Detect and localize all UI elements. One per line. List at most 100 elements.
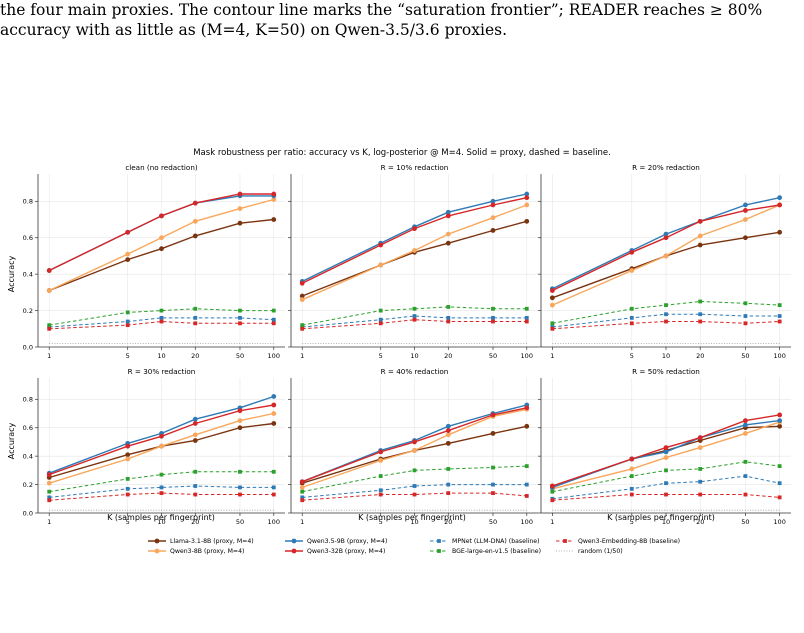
x-tick-label: 10 — [410, 518, 418, 526]
data-point — [629, 474, 634, 478]
suptitle: Mask robustness per ratio: accuracy vs K… — [193, 148, 611, 158]
series-line-qwen3_8b — [552, 204, 780, 306]
data-point — [698, 479, 703, 484]
data-point — [663, 455, 669, 460]
data-point — [629, 486, 634, 491]
data-point — [524, 195, 530, 201]
data-point — [490, 198, 496, 204]
data-point — [491, 491, 495, 496]
data-point — [698, 467, 703, 471]
y-tick-label: 0.0 — [23, 343, 33, 351]
data-point — [238, 469, 242, 474]
data-point — [271, 402, 277, 408]
data-point — [159, 315, 164, 320]
x-tick-label: 10 — [662, 518, 670, 526]
legend: Llama-3.1-8B (proxy, M=4) Qwen3-8B (proxy… — [148, 538, 680, 555]
data-point — [125, 323, 130, 328]
data-point — [524, 423, 530, 429]
data-point — [445, 428, 451, 433]
data-point — [378, 449, 384, 455]
data-point — [378, 474, 383, 478]
data-point — [445, 432, 451, 438]
x-tick-label: 100 — [268, 352, 280, 360]
data-point — [192, 233, 198, 239]
data-point — [446, 467, 451, 471]
x-tick-label: 10 — [157, 352, 165, 360]
series-line-llama — [552, 231, 780, 299]
data-point — [378, 262, 384, 268]
data-point — [550, 489, 555, 494]
y-tick-label: 0.8 — [23, 198, 33, 206]
data-point — [159, 491, 164, 496]
data-point — [490, 215, 496, 221]
data-point — [743, 314, 748, 318]
data-point — [524, 306, 529, 311]
data-point — [524, 191, 530, 197]
x-tick-label: 1 — [550, 352, 554, 360]
data-point — [159, 319, 164, 324]
data-point — [125, 310, 130, 315]
legend-label: Qwen3-8B (proxy, M=4) — [170, 548, 244, 555]
data-point — [524, 319, 529, 324]
data-point — [46, 472, 52, 478]
subplot-3: R = 20% redaction 1 5 10 20 50 100 — [538, 163, 791, 360]
xlabel-left: K (samples per fingerprint) — [107, 513, 215, 522]
series-qwen3_8b — [46, 197, 277, 293]
data-point — [777, 481, 782, 486]
x-tick-label: 50 — [236, 518, 244, 526]
data-point — [743, 235, 748, 241]
data-point — [445, 240, 451, 246]
data-point — [629, 321, 634, 326]
data-point — [743, 422, 748, 428]
data-point — [412, 439, 417, 445]
y-tick-label: 0.2 — [23, 481, 33, 489]
series-line-bge — [302, 465, 527, 493]
data-point — [192, 432, 198, 438]
series-qwen3_8b — [299, 202, 530, 303]
data-point — [524, 482, 529, 487]
data-point — [125, 443, 131, 449]
series-line-bge — [49, 308, 274, 326]
data-point — [193, 306, 198, 311]
data-point — [446, 491, 451, 496]
data-point — [491, 306, 495, 311]
data-point — [271, 411, 277, 416]
legend-item-mpnet: MPNet (LLM-DNA) (baseline) — [430, 538, 540, 545]
series-bge — [47, 469, 276, 494]
subplot-4: R = 30% redaction 1 5 10 20 50 100 0.0 0.2 0.4 0.6… — [23, 367, 285, 526]
data-point — [629, 306, 634, 311]
series-line-qwen3_32b — [48, 404, 274, 476]
x-tick-label: 20 — [696, 518, 704, 526]
x-tick-label: 10 — [662, 352, 670, 360]
data-point — [743, 474, 748, 478]
subplot-6: R = 50% redaction 1 5 10 20 50 100 — [538, 367, 791, 526]
x-tick-label: 20 — [444, 352, 452, 360]
data-point — [378, 458, 384, 463]
y-tick-label: 0.4 — [23, 270, 33, 278]
data-point — [446, 319, 451, 324]
data-point — [237, 206, 243, 212]
data-point — [524, 218, 530, 224]
series-qwen3_32b — [46, 402, 277, 478]
data-point — [299, 485, 305, 490]
subplot-grid: clean (no redaction) 1 5 10 20 50 100 0.0 0.2 0.4… — [23, 163, 791, 526]
data-point — [300, 326, 305, 331]
xlabel-middle: K (samples per fingerprint) — [358, 513, 466, 522]
series-line-qwen3_emb — [552, 494, 780, 501]
data-point — [271, 317, 276, 322]
data-point — [490, 202, 496, 208]
data-point — [125, 492, 130, 497]
data-point — [777, 303, 782, 308]
data-point — [192, 200, 198, 206]
data-point — [271, 394, 277, 399]
subplot-title: R = 10% redaction — [381, 163, 449, 172]
legend-marker — [291, 548, 297, 554]
data-point — [490, 228, 496, 233]
data-point — [445, 440, 451, 446]
x-tick-label: 100 — [773, 352, 785, 360]
x-tick-label: 50 — [489, 518, 497, 526]
data-point — [777, 195, 783, 201]
data-point — [491, 465, 495, 470]
series-line-bge — [49, 471, 274, 493]
data-point — [47, 495, 52, 500]
